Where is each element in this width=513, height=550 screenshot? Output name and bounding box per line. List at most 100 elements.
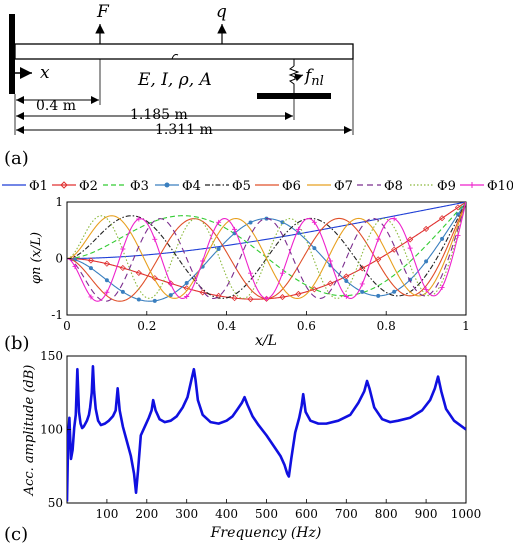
mode-4-marker: [280, 220, 285, 225]
mode-4-marker: [184, 280, 189, 285]
mode-10-marker: [136, 216, 142, 222]
x-tick-label: 0.6: [297, 319, 316, 333]
mode-2-marker: [359, 265, 366, 272]
mode-4-marker: [104, 278, 109, 283]
x-tick-label: 300: [175, 507, 198, 521]
panel-b-label: (b): [4, 333, 30, 354]
legend-label-5: Φ5: [232, 179, 251, 194]
mode-10-marker: [455, 232, 461, 238]
mode-4-marker: [312, 246, 317, 251]
mode-2-marker: [327, 280, 334, 287]
mode-shape-line-5: [67, 202, 466, 299]
panel-c-xlabel: Frequency (Hz): [210, 525, 322, 541]
fnl-label: fnl: [303, 66, 324, 89]
mode-4-marker: [344, 278, 349, 283]
force-label: F: [96, 2, 110, 22]
mode-4-marker: [248, 220, 253, 225]
mode-2-marker: [103, 260, 110, 267]
mode-10-marker: [359, 281, 365, 287]
panel-c-axes-box: [66, 355, 467, 504]
frequency-response-line: [67, 364, 466, 502]
mode-10-marker: [279, 270, 285, 276]
fnl-arrow: [293, 73, 304, 82]
legend-label-2: Φ2: [79, 179, 98, 194]
dim-label-2: 1.311 m: [155, 122, 213, 138]
legend-label-4: Φ4: [182, 179, 201, 194]
ground-block: [257, 93, 331, 99]
mode-4-marker: [360, 289, 365, 294]
mode-4-marker: [168, 293, 173, 298]
x-tick-label: 200: [135, 507, 158, 521]
mode-10-marker: [216, 219, 222, 225]
x-tick-label: 700: [335, 507, 358, 521]
mode-2-marker: [247, 296, 254, 303]
y-tick-label: 150: [40, 349, 63, 363]
panel-c-label: (c): [4, 524, 28, 545]
panel-b-ylabel: φn (x/L): [29, 232, 44, 284]
mode-shape-line-8: [67, 202, 466, 302]
mode-10-marker: [248, 270, 254, 276]
mode-2-marker: [135, 269, 142, 276]
mode-2-marker: [391, 246, 398, 253]
dim-label-1: 1.185 m: [130, 107, 188, 123]
panel-a-schematic: F q x E, I, ρ, A fnl 0.4 m 1.185 m 1.311…: [4, 2, 354, 169]
mode-2-marker: [231, 295, 238, 302]
mode-2-marker: [199, 289, 206, 296]
mode-4-marker: [120, 289, 125, 294]
x-tick-label: 0.8: [377, 319, 396, 333]
legend-label-10: Φ10: [487, 179, 513, 194]
x-label: x: [40, 63, 50, 83]
beam: [14, 43, 354, 60]
x-tick-label: 900: [415, 507, 438, 521]
x-tick-label: 0.4: [217, 319, 236, 333]
mode-2-marker: [295, 290, 302, 297]
mode-4-marker: [392, 289, 397, 294]
mode-10-marker: [264, 295, 269, 301]
material-properties-label: E, I, ρ, A: [137, 70, 212, 90]
load-label: q: [216, 2, 227, 22]
mode-legend: Φ1 Φ2 Φ3 Φ4 Φ5 Φ6 Φ7 Φ8 Φ9 Φ10: [2, 179, 513, 194]
y-tick-label: -1: [51, 308, 63, 322]
mode-10-marker: [72, 264, 78, 270]
mode-2-marker: [407, 236, 414, 243]
mode-2-marker: [438, 215, 446, 222]
legend-label-1: Φ1: [29, 179, 48, 194]
mode-10-marker: [104, 289, 110, 295]
mode-2-marker: [119, 264, 126, 272]
panel-b-chart: 0 0.2 0.4 0.6 0.8 1-101 φn (x/L) x/L (b): [4, 195, 470, 354]
mode-10-marker: [88, 294, 94, 300]
panel-b-xlabel: x/L: [255, 333, 277, 349]
spring-icon: [288, 65, 300, 94]
mode-10-marker: [120, 246, 126, 252]
mode-2-marker: [423, 225, 430, 232]
dim-label-0: 0.4 m: [36, 98, 76, 114]
legend-label-3: Φ3: [130, 179, 149, 194]
mode-4-marker: [88, 266, 93, 271]
mode-10-marker: [375, 236, 381, 242]
mode-10-marker: [327, 258, 333, 264]
mode-2-marker: [87, 257, 95, 264]
x-tick-label: 500: [255, 507, 278, 521]
legend-label-6: Φ6: [282, 179, 301, 194]
x-tick-label: 800: [375, 507, 398, 521]
mode-2-marker: [454, 204, 462, 211]
mode-10-marker: [152, 236, 158, 242]
x-tick-label: 0: [63, 319, 71, 333]
mode-10-marker: [407, 245, 413, 251]
x-tick-label: 1: [462, 319, 470, 333]
mode-shape-line-7: [67, 202, 466, 299]
mode-4-marker: [216, 246, 221, 251]
x-tick-label: 400: [215, 507, 238, 521]
y-tick-label: 0: [55, 252, 63, 266]
y-tick-label: 100: [40, 423, 63, 437]
y-tick-label: 1: [55, 195, 63, 209]
mode-10-marker: [295, 226, 301, 232]
x-tick-label: 600: [295, 507, 318, 521]
mode-4-marker: [152, 298, 157, 303]
clamp-wall: [9, 14, 15, 94]
mode-10-marker: [423, 286, 429, 292]
mode-10-marker: [439, 285, 445, 291]
mode-4-marker: [440, 236, 445, 241]
mode-10-marker: [184, 294, 190, 300]
